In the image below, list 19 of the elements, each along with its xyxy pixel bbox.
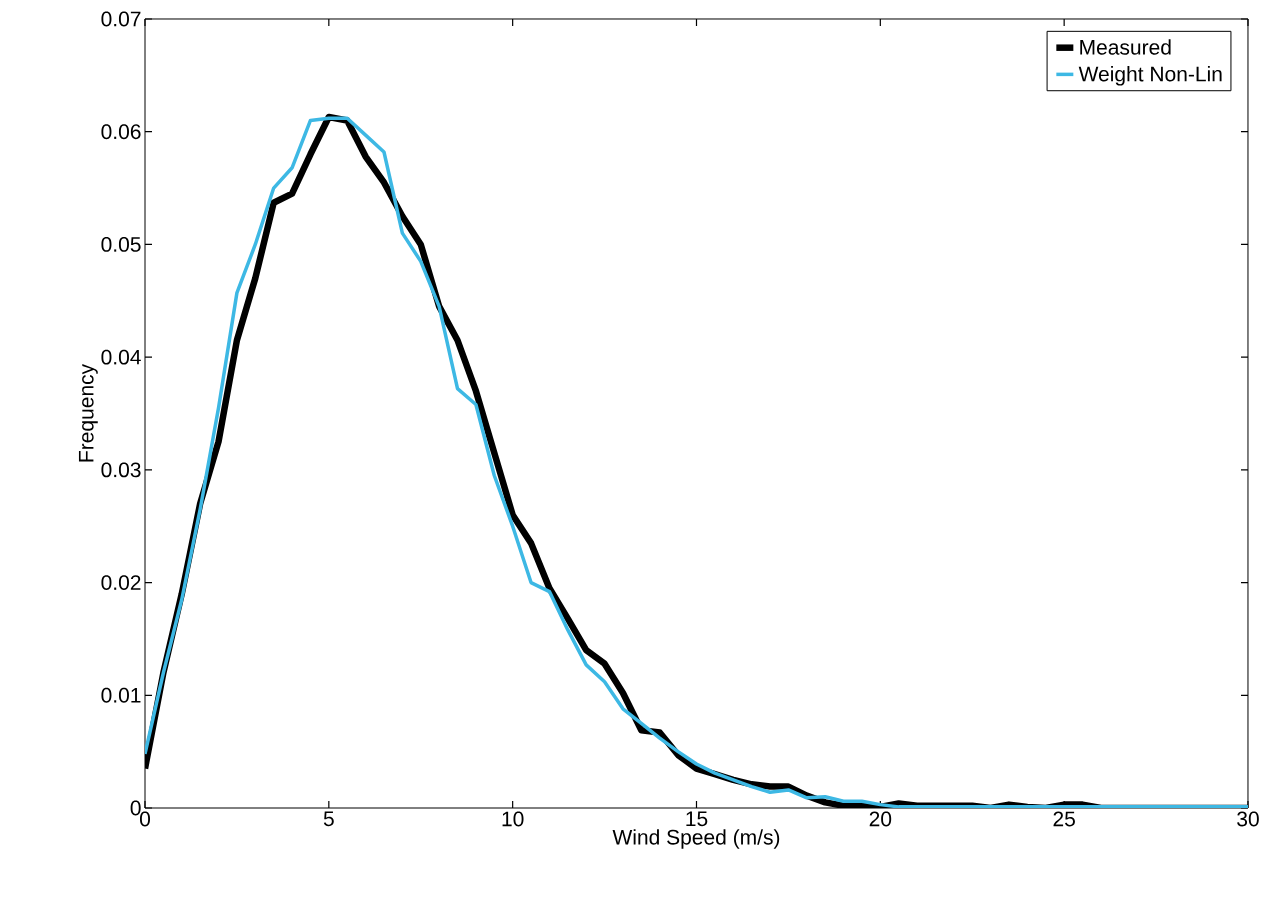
- x-tick-label: 25: [1053, 811, 1075, 827]
- y-tick-label: 0.07: [101, 11, 141, 27]
- x-axis-title: Wind Speed (m/s): [612, 829, 780, 849]
- y-tick-label: 0.03: [101, 462, 141, 478]
- y-tick-label: 0.02: [101, 575, 141, 590]
- x-tick-label: 30: [1237, 811, 1259, 827]
- x-tick-label: 0: [139, 811, 151, 827]
- y-axis-title: Frequency: [78, 363, 98, 462]
- y-tick-label: 0.05: [101, 237, 141, 252]
- y-tick-label: 0: [130, 800, 141, 816]
- y-tick-label: 0.06: [101, 124, 141, 140]
- legend-label: Measured: [1080, 39, 1171, 55]
- x-tick-label: 15: [686, 811, 708, 827]
- y-tick-label: 0.01: [101, 687, 141, 703]
- x-tick-label: 20: [869, 811, 892, 827]
- x-tick-label: 5: [323, 811, 334, 827]
- y-tick-label: 0.04: [101, 349, 141, 365]
- x-tick-label: 10: [502, 811, 524, 827]
- legend-label: Weight Non-Lin: [1078, 66, 1222, 86]
